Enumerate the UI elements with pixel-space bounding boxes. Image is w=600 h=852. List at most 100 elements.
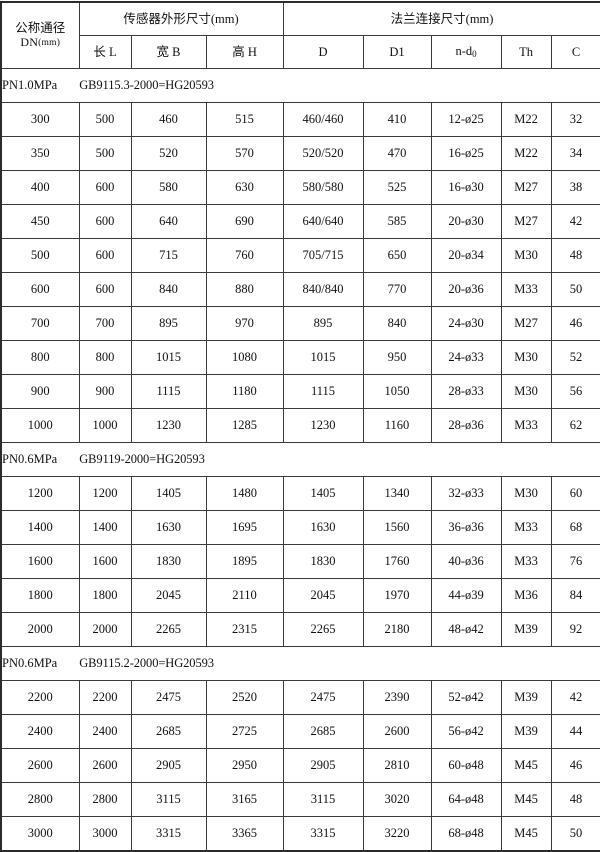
cell-d: 1830 — [282, 544, 364, 579]
cell-bolt-holes: 16-ø30 — [430, 170, 502, 205]
header-col-height: 高 H — [205, 35, 284, 69]
cell-d1: 840 — [362, 306, 432, 341]
cell-d: 1405 — [282, 476, 364, 511]
cell-length: 1000 — [78, 408, 132, 443]
cell-d: 895 — [282, 306, 364, 341]
cell-dn: 2000 — [0, 612, 80, 647]
cell-dn: 450 — [0, 204, 80, 239]
section-standard-code: GB9115.3-2000=HG20593 — [79, 78, 214, 93]
cell-dn: 1000 — [0, 408, 80, 443]
cell-th: M45 — [500, 782, 552, 817]
cell-c: 42 — [550, 204, 600, 239]
cell-d1: 3020 — [362, 782, 432, 817]
cell-length: 2600 — [78, 748, 132, 783]
cell-bolt-holes: 52-ø42 — [430, 680, 502, 715]
cell-d: 705/715 — [282, 238, 364, 273]
cell-height: 880 — [205, 272, 284, 307]
cell-d1: 2180 — [362, 612, 432, 647]
cell-width: 1630 — [130, 510, 207, 545]
cell-length: 600 — [78, 204, 132, 239]
cell-dn: 900 — [0, 374, 80, 409]
cell-c: 92 — [550, 612, 600, 647]
cell-bolt-holes: 60-ø48 — [430, 748, 502, 783]
cell-th: M45 — [500, 748, 552, 783]
header-nominal-diameter: 公称通径 DN(mm) — [0, 1, 80, 69]
cell-d1: 470 — [362, 136, 432, 171]
section-pressure-rating: PN0.6MPa — [2, 656, 58, 671]
cell-height: 1285 — [205, 408, 284, 443]
cell-height: 630 — [205, 170, 284, 205]
cell-c: 48 — [550, 782, 600, 817]
cell-bolt-holes: 24-ø30 — [430, 306, 502, 341]
cell-d: 2475 — [282, 680, 364, 715]
cell-dn: 2600 — [0, 748, 80, 783]
cell-width: 3115 — [130, 782, 207, 817]
cell-th: M36 — [500, 578, 552, 613]
cell-c: 44 — [550, 714, 600, 749]
cell-length: 3000 — [78, 816, 132, 852]
cell-th: M30 — [500, 238, 552, 273]
cell-width: 460 — [130, 102, 207, 137]
cell-th: M33 — [500, 408, 552, 443]
cell-th: M27 — [500, 306, 552, 341]
cell-height: 3165 — [205, 782, 284, 817]
cell-d1: 770 — [362, 272, 432, 307]
cell-th: M39 — [500, 680, 552, 715]
cell-dn: 350 — [0, 136, 80, 171]
header-col-c: C — [550, 35, 600, 69]
cell-d1: 2810 — [362, 748, 432, 783]
header-col-length: 长 L — [78, 35, 132, 69]
header-group-sensor-dimensions: 传感器外形尺寸(mm) — [78, 1, 284, 36]
cell-width: 2475 — [130, 680, 207, 715]
cell-d: 2045 — [282, 578, 364, 613]
cell-width: 640 — [130, 204, 207, 239]
cell-height: 3365 — [205, 816, 284, 852]
cell-length: 600 — [78, 272, 132, 307]
cell-c: 42 — [550, 680, 600, 715]
cell-length: 1400 — [78, 510, 132, 545]
section-pressure-rating: PN0.6MPa — [2, 452, 58, 467]
cell-dn: 800 — [0, 340, 80, 375]
cell-dn: 2400 — [0, 714, 80, 749]
cell-width: 2045 — [130, 578, 207, 613]
cell-c: 46 — [550, 306, 600, 341]
cell-th: M33 — [500, 510, 552, 545]
cell-width: 580 — [130, 170, 207, 205]
cell-d1: 525 — [362, 170, 432, 205]
cell-width: 715 — [130, 238, 207, 273]
header-nominal-diameter-title: 公称通径 — [15, 21, 66, 36]
cell-length: 2800 — [78, 782, 132, 817]
cell-bolt-holes: 32-ø33 — [430, 476, 502, 511]
cell-height: 970 — [205, 306, 284, 341]
cell-width: 3315 — [130, 816, 207, 852]
cell-dn: 2800 — [0, 782, 80, 817]
cell-bolt-holes: 64-ø48 — [430, 782, 502, 817]
header-col-d1: D1 — [362, 35, 432, 69]
cell-width: 2685 — [130, 714, 207, 749]
cell-d: 2265 — [282, 612, 364, 647]
cell-c: 76 — [550, 544, 600, 579]
cell-height: 1480 — [205, 476, 284, 511]
cell-height: 760 — [205, 238, 284, 273]
cell-dn: 700 — [0, 306, 80, 341]
cell-bolt-holes: 48-ø42 — [430, 612, 502, 647]
cell-th: M22 — [500, 102, 552, 137]
cell-bolt-holes: 44-ø39 — [430, 578, 502, 613]
cell-d1: 410 — [362, 102, 432, 137]
cell-d: 3315 — [282, 816, 364, 852]
